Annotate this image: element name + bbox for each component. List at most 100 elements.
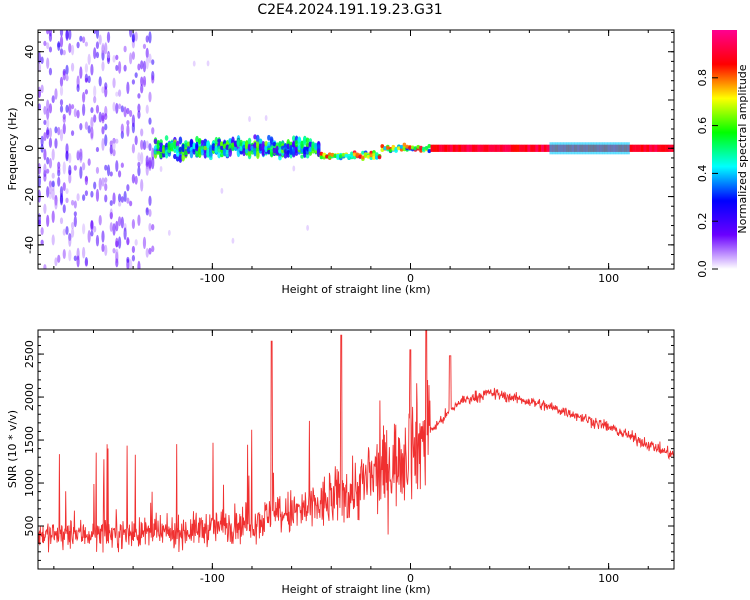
spectrogram-noise-cell (57, 126, 61, 136)
spectrogram-noise-cell (73, 108, 77, 118)
spectrogram-line-cell (624, 142, 628, 155)
colorbar-tick-label: 0.2 (696, 212, 709, 230)
spectrogram-noise-cell (131, 51, 135, 60)
spectrogram-band-cell (264, 144, 268, 153)
spectrogram-band-cell (253, 147, 257, 157)
spectrogram-band-cell (289, 144, 293, 153)
spectrogram-noise-cell (106, 164, 111, 177)
spectrogram-noise-cell (84, 175, 88, 186)
spectrogram-noise-cell (73, 255, 77, 262)
spectrogram-noise-cell (106, 53, 111, 59)
spectrogram-noise-cell (93, 225, 97, 233)
spectrogram-noise-cell (40, 135, 44, 147)
spectrogram-noise-cell (46, 42, 50, 50)
spectrogram-band-cell (178, 154, 183, 163)
spectrogram-noise-cell (70, 227, 75, 238)
spectrogram-noise-cell (112, 149, 116, 157)
spectrogram-band-cell (173, 141, 177, 150)
spectrogram-noise-cell (264, 115, 268, 122)
spectrogram-noise-cell (68, 233, 72, 247)
spectrogram-noise-cell (82, 91, 86, 103)
spectrogram-band-cell (247, 137, 252, 145)
spectrogram-noise-cell (137, 152, 141, 162)
spectrogram-noise-cell (59, 76, 64, 87)
spectrogram-band-cell (186, 147, 191, 153)
spectrogram-line-cell (662, 144, 666, 152)
spectrogram-noise-cell (65, 225, 69, 235)
spectrogram-line-cell (452, 144, 456, 152)
spectrogram-noise-cell (93, 181, 97, 190)
spectrogram-noise-cell (117, 89, 122, 97)
spectrogram-line-cell (579, 142, 583, 155)
spectrogram-noise-cell (101, 230, 105, 243)
spectrogram-noise-cell (129, 52, 133, 65)
spectrogram-noise-cell (140, 128, 144, 137)
spectrogram-noise-cell (90, 230, 94, 237)
spectrogram-noise-cell (140, 84, 144, 94)
spectrogram-noise-cell (57, 254, 61, 263)
spectrogram-line-cell (607, 142, 611, 155)
spectrogram-noise-cell (98, 76, 102, 87)
spectrogram-noise-cell (137, 110, 141, 119)
spectrogram-line-cell (391, 146, 396, 151)
spectrogram-band-cell (233, 141, 238, 148)
spectrogram-band-cell (178, 147, 183, 153)
spectrogram-noise-cell (148, 222, 152, 232)
spectrogram-noise-cell (112, 55, 116, 63)
spectrogram-line-cell (341, 152, 346, 157)
spectrogram-line-cell (513, 144, 517, 152)
spectrogram-noise-cell (115, 102, 119, 114)
spectrogram-noise-cell (134, 72, 138, 79)
spectrogram-band-cell (280, 145, 285, 150)
spectrogram-band-cell (170, 142, 174, 150)
spectrogram-noise-cell (59, 217, 64, 225)
spectrogram-band-cell (209, 155, 213, 161)
spectrogram-line-cell (458, 144, 462, 152)
spectrogram-noise-cell (142, 43, 147, 50)
spectrogram-noise-cell (137, 103, 141, 113)
spectrogram-band-cell (156, 150, 161, 155)
spectrogram-noise-cell (126, 197, 130, 204)
spectrogram-line-cell (352, 155, 357, 160)
spectrogram-line-cell (363, 153, 368, 158)
spectrogram-noise-cell (51, 188, 55, 201)
spectrogram-line-cell (438, 144, 442, 152)
spectrogram-noise-cell (43, 105, 47, 115)
spectrogram-noise-cell (101, 177, 105, 187)
spectrogram-noise-cell (38, 163, 41, 175)
spectrogram-line-cell (535, 144, 539, 152)
colorbar-tick-label: 0.4 (696, 165, 709, 183)
spectrogram-noise-cell (68, 152, 72, 164)
spectrogram-noise-cell (70, 221, 75, 230)
spectrogram-line-cell (480, 144, 484, 152)
spectrogram-noise-cell (115, 91, 119, 97)
spectrogram-noise-cell (48, 185, 53, 195)
spectrogram-band-cell (167, 141, 172, 151)
spectrogram-band-cell (256, 150, 260, 160)
spectrogram-band-cell (228, 137, 232, 144)
spectrogram-band-cell (206, 149, 210, 158)
spectrogram-band-cell (294, 140, 299, 148)
spectrogram-noise-cell (101, 42, 105, 54)
spectrogram-noise-cell (82, 223, 86, 235)
spectrogram-band-cell (181, 154, 185, 162)
spectrogram-noise-cell (104, 164, 108, 171)
spectrogram-y-tick-label: 0 (23, 145, 36, 152)
spectrogram-noise-cell (134, 239, 138, 246)
spectrogram-line-cell (657, 144, 661, 152)
spectrogram-noise-cell (38, 90, 41, 98)
spectrogram-noise-cell (54, 257, 58, 267)
spectrogram-noise-cell (192, 60, 196, 67)
spectrogram-line-cell (505, 144, 509, 152)
spectrogram-line-cell (532, 144, 536, 152)
spectrogram-band-cell (250, 145, 255, 151)
spectrogram-noise-cell (137, 63, 141, 71)
spectrogram-noise-cell (65, 104, 69, 114)
spectrogram-noise-cell (54, 138, 58, 149)
spectrogram-x-tick-label: 0 (407, 272, 414, 285)
spectrogram-line-cell (369, 153, 374, 158)
spectrogram-noise-cell (159, 166, 163, 173)
spectrogram-noise-cell (145, 35, 149, 43)
spectrogram-band-cell (189, 149, 194, 159)
spectrogram-line-cell (380, 144, 385, 149)
